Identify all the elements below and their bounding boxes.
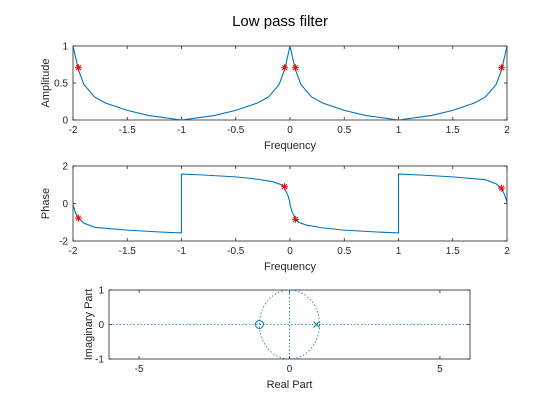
y-tick-label: 0: [62, 199, 68, 210]
cutoff-marker: [498, 184, 506, 192]
x-axis-label: Frequency: [264, 261, 316, 273]
marker-stroke: [281, 183, 288, 190]
x-tick-label: 0: [287, 246, 293, 257]
y-axis-label: Amplitude: [40, 59, 52, 108]
x-tick-label: 1.5: [446, 125, 460, 136]
plot-area: [108, 289, 471, 360]
cutoff-marker: [281, 64, 289, 72]
x-tick-label: -0.5: [227, 246, 245, 257]
pole-stroke: [313, 321, 320, 328]
x-tick-label: 1: [396, 246, 402, 257]
unit-circle: [259, 289, 320, 360]
x-tick-label: -2: [69, 246, 78, 257]
marker-stroke: [292, 64, 299, 71]
series-line: [73, 46, 507, 120]
cutoff-marker: [498, 64, 506, 72]
cutoff-marker: [74, 214, 82, 222]
x-tick-label: 0.5: [337, 246, 351, 257]
marker-stroke: [498, 64, 505, 71]
x-tick-label: -1: [177, 125, 186, 136]
y-tick-label: 2: [62, 162, 68, 173]
x-tick-label: -5: [135, 364, 144, 375]
cutoff-marker: [291, 64, 299, 72]
x-tick-label: 0: [287, 125, 293, 136]
y-tick-label: 0.5: [54, 79, 68, 90]
y-axis-label: Imaginary Part: [83, 289, 95, 361]
x-tick-label: 2: [504, 125, 510, 136]
y-tick-label: -2: [59, 237, 68, 248]
series-line: [73, 173, 507, 234]
pole-marker: [313, 321, 320, 328]
y-tick-label: -1: [95, 355, 104, 366]
zero-marker: [254, 320, 264, 329]
y-axis-label: Phase: [40, 188, 52, 219]
marker-stroke: [281, 64, 288, 71]
y-tick-label: 0: [98, 320, 104, 331]
x-tick-label: 0.5: [337, 125, 351, 136]
plot-area: [72, 45, 508, 121]
x-axis-label: Real Part: [267, 379, 313, 391]
y-tick-label: 1: [98, 286, 104, 297]
axes-3: -5 0 5 -1 0 1 Real Part Imaginary Part: [83, 286, 471, 391]
x-axis-label: Frequency: [264, 140, 316, 152]
x-tick-label: -2: [69, 125, 78, 136]
cutoff-marker: [74, 64, 82, 72]
marker-stroke: [292, 216, 299, 223]
x-tick-label: -1: [177, 246, 186, 257]
y-tick-label: 0: [62, 116, 68, 127]
x-tick-label: 1.5: [446, 246, 460, 257]
x-tick-label: 0: [287, 364, 293, 375]
x-tick-label: -1.5: [119, 125, 137, 136]
cutoff-marker: [281, 183, 289, 191]
x-tick-label: 5: [437, 364, 443, 375]
cutoff-marker: [291, 215, 299, 223]
x-tick-label: 1: [396, 125, 402, 136]
axes-2: -2 -1.5 -1 -0.5 0 0.5 1 1.5 2 -2 0 2 Frequency Phase: [40, 162, 510, 274]
x-tick-label: -0.5: [227, 125, 245, 136]
marker-stroke: [75, 215, 82, 221]
y-tick-label: 1: [62, 42, 68, 53]
marker-stroke: [75, 64, 82, 71]
x-tick-label: 2: [504, 246, 510, 257]
x-tick-label: -1.5: [119, 246, 137, 257]
axes-1: -2 -1.5 -1 -0.5 0 0.5 1 1.5 2 0 0.5 1 Frequency Ampli…: [40, 42, 510, 153]
marker-stroke: [498, 185, 505, 191]
figure-title: Low pass filter: [232, 13, 328, 30]
